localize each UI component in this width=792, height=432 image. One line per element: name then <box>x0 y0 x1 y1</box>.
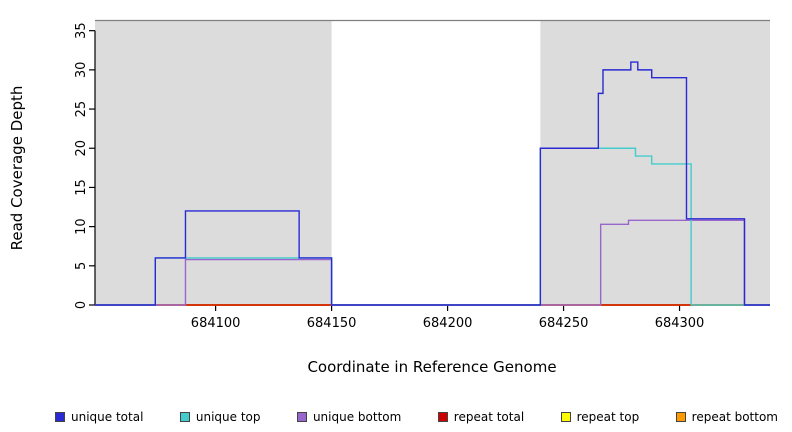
legend-item: unique bottom <box>296 410 402 424</box>
legend-swatch <box>675 412 686 422</box>
x-axis-title: Coordinate in Reference Genome <box>307 358 556 376</box>
y-tick-label: 25 <box>74 101 89 118</box>
y-tick-label: 5 <box>74 262 89 270</box>
y-tick-label: 15 <box>74 179 89 196</box>
legend-item: unique top <box>179 410 261 424</box>
x-tick-label: 684250 <box>539 316 589 331</box>
chart-plot-area: 0 5 10 15 20 25 30 35 684100 684150 684200 684250 68… <box>74 19 770 331</box>
legend-label: unique top <box>195 410 261 424</box>
y-tick-label: 20 <box>74 140 89 157</box>
chart-svg: 0 5 10 15 20 25 30 35 684100 684150 684200 684250 68… <box>8 19 770 376</box>
legend-label: unique total <box>71 410 144 424</box>
y-axis-title: Read Coverage Depth <box>8 86 26 251</box>
legend-item: unique total <box>55 410 143 424</box>
legend-label: repeat total <box>453 410 525 424</box>
x-tick-label: 684150 <box>307 316 357 331</box>
series-unique-total <box>95 61 770 306</box>
shaded-region-band <box>95 20 332 306</box>
x-tick-label: 684200 <box>423 316 473 331</box>
legend-swatch <box>296 412 307 422</box>
chart-legend: unique total unique top unique bottom repea… <box>0 410 792 424</box>
y-tick-label: 35 <box>74 22 89 39</box>
x-tick-label: 684300 <box>655 316 705 331</box>
y-tick-label: 10 <box>74 218 89 235</box>
legend-swatch <box>55 412 65 422</box>
legend-label: repeat top <box>576 410 640 424</box>
x-tick-label: 684100 <box>191 316 241 331</box>
legend-swatch <box>179 412 190 422</box>
legend-item: repeat bottom <box>675 410 778 424</box>
y-tick-label: 0 <box>74 301 89 309</box>
legend-swatch <box>437 412 448 422</box>
legend-item: repeat top <box>560 410 640 424</box>
y-tick-label: 30 <box>74 62 89 79</box>
legend-item: repeat total <box>437 410 525 424</box>
legend-label: unique bottom <box>312 410 402 424</box>
legend-swatch <box>560 412 571 422</box>
legend-label: repeat bottom <box>691 410 778 424</box>
shaded-region-band <box>540 20 770 306</box>
